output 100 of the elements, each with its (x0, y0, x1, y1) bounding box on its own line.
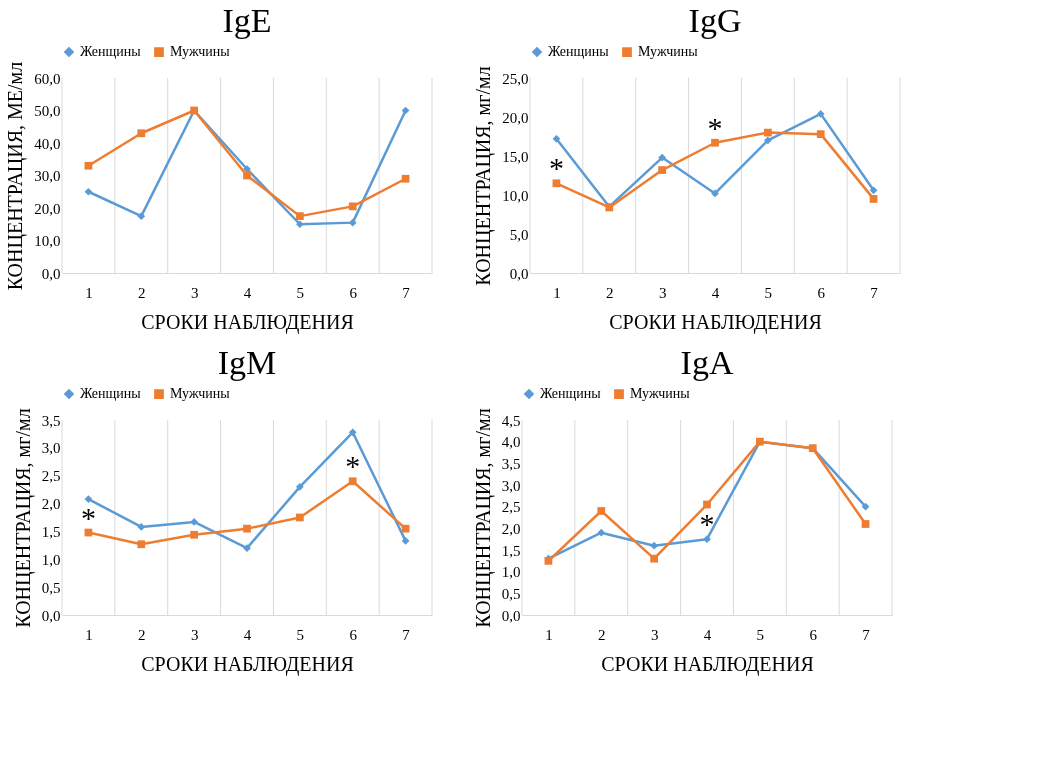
point (763, 128, 772, 137)
point (597, 507, 606, 515)
y-tick-label: 0,0 (501, 607, 521, 624)
y-axis-title: КОНЦЕНТРАЦИЯ, мг/мл (471, 408, 495, 628)
point (703, 500, 711, 509)
y-tick-label: 1,0 (41, 551, 61, 568)
y-tick-label: 50,0 (34, 103, 61, 119)
chart-title: IgM (217, 344, 277, 381)
chart-title: IgG (688, 2, 742, 39)
point (650, 554, 659, 563)
point (552, 179, 561, 188)
y-axis-title: КОНЦЕНТРАЦИЯ, мг/мл (11, 408, 35, 628)
annotation: * (548, 151, 564, 185)
point (658, 153, 667, 162)
y-tick-label: 0,0 (41, 607, 61, 624)
annotation: * (699, 507, 715, 541)
y-tick-label: 1,0 (501, 564, 521, 581)
x-tick-label: 4 (703, 626, 712, 643)
y-tick-label: 0,5 (41, 579, 61, 596)
x-tick-label: 4 (243, 284, 252, 301)
y-tick-label: 25,0 (502, 70, 529, 87)
y-tick-label: 1,5 (41, 523, 61, 540)
x-tick-label: 3 (190, 626, 199, 643)
annotation: * (80, 500, 96, 534)
point (816, 110, 825, 118)
x-tick-label: 6 (349, 626, 358, 643)
y-tick-label: 3,0 (501, 477, 521, 494)
x-tick-label: 5 (296, 284, 305, 301)
point (401, 537, 410, 545)
y-tick-label: 20,0 (34, 200, 61, 217)
point (597, 528, 606, 537)
point (763, 136, 772, 145)
point (243, 171, 251, 180)
point (84, 161, 93, 170)
point (401, 174, 410, 183)
legend-label: Женщины (548, 44, 610, 60)
legend-label: Мужчины (170, 386, 231, 402)
point (348, 477, 357, 486)
x-tick-label: 5 (764, 284, 773, 301)
x-tick-label: 3 (650, 626, 659, 643)
y-tick-label: 10,0 (502, 187, 529, 204)
x-tick-label: 7 (402, 626, 411, 643)
y-tick-label: 0,0 (509, 265, 529, 282)
y-tick-label: 2,5 (501, 499, 521, 516)
x-axis-title: СРОКИ НАБЛЮДЕНИЯ (141, 310, 354, 334)
point (243, 544, 251, 553)
annotation: * (707, 110, 723, 144)
point (711, 138, 719, 147)
legend-label: Мужчины (638, 44, 699, 60)
point (137, 212, 146, 220)
x-tick-label: 1 (85, 626, 93, 643)
point (295, 482, 304, 491)
y-tick-label: 3,5 (41, 412, 61, 429)
x-tick-label: 2 (606, 284, 614, 301)
chart-title: IgA (680, 344, 734, 381)
point (348, 202, 357, 211)
legend-label: Женщины (80, 44, 142, 60)
point (861, 502, 870, 511)
point (650, 541, 659, 550)
y-tick-label: 20,0 (502, 109, 529, 126)
y-tick-label: 3,0 (41, 440, 61, 457)
point (295, 513, 304, 522)
x-axis-title: СРОКИ НАБЛЮДЕНИЯ (601, 652, 814, 676)
y-tick-label: 60,0 (34, 70, 61, 87)
legend-label: Женщины (80, 386, 142, 402)
y-tick-label: 1,5 (501, 542, 521, 559)
x-tick-label: 1 (85, 284, 93, 301)
x-tick-label: 2 (598, 626, 606, 643)
legend-label: Мужчины (170, 44, 231, 60)
y-tick-label: 0,0 (41, 265, 61, 282)
point (84, 187, 93, 196)
point (348, 428, 357, 437)
x-axis-title: СРОКИ НАБЛЮДЕНИЯ (141, 652, 354, 676)
x-tick-label: 5 (296, 626, 305, 643)
x-tick-label: 4 (711, 284, 720, 301)
y-tick-label: 0,5 (501, 585, 521, 602)
x-tick-label: 3 (658, 284, 667, 301)
legend-label: Женщины (540, 386, 602, 402)
point (295, 212, 304, 220)
y-tick-label: 30,0 (34, 168, 61, 184)
x-tick-label: 3 (190, 284, 199, 301)
x-tick-label: 1 (553, 284, 561, 301)
x-tick-label: 7 (402, 284, 411, 301)
y-tick-label: 15,0 (502, 148, 529, 165)
annotation: * (345, 449, 361, 483)
point (190, 530, 199, 539)
point (190, 518, 199, 526)
x-tick-label: 6 (817, 284, 826, 301)
y-axis-title: КОНЦЕНТРАЦИЯ, мг/мл (472, 66, 496, 286)
y-tick-label: 40,0 (34, 135, 61, 152)
x-tick-label: 7 (870, 284, 879, 301)
point (295, 220, 304, 229)
y-tick-label: 2,5 (41, 468, 61, 485)
y-tick-label: 2,0 (501, 520, 521, 537)
y-tick-label: 4,0 (501, 434, 521, 451)
y-tick-label: 4,5 (501, 412, 521, 429)
point (816, 130, 825, 139)
x-tick-label: 1 (545, 626, 553, 643)
y-tick-label: 2,0 (41, 496, 61, 513)
point (869, 195, 878, 203)
